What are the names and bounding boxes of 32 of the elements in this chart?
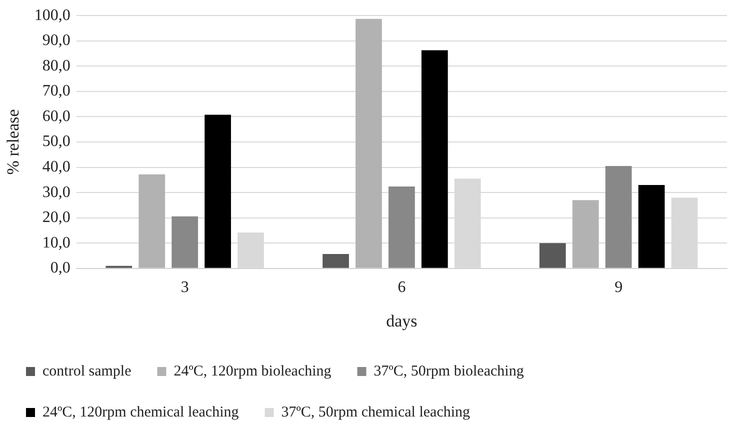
bar	[539, 243, 566, 268]
y-tick-label: 0,0	[50, 260, 70, 277]
y-axis-title: % release	[4, 109, 23, 175]
bar	[605, 166, 632, 268]
x-tick-label: 6	[398, 279, 406, 296]
bar	[138, 174, 166, 268]
legend-label: control sample	[42, 363, 132, 380]
y-tick-label: 80,0	[42, 57, 70, 74]
bar	[322, 254, 349, 268]
x-tick-label: 3	[180, 279, 189, 296]
legend-label: 24ºC, 120rpm bioleaching	[174, 363, 332, 380]
y-tick-label: 40,0	[42, 158, 70, 176]
y-tick-label: 30,0	[42, 184, 70, 201]
x-axis-title: days	[386, 311, 418, 330]
y-tick-label: 70,0	[42, 82, 70, 100]
legend-label: 37ºC, 50rpm bioleaching	[374, 363, 524, 380]
bar	[356, 18, 382, 268]
legend-label: 24ºC, 120rpm chemical leaching	[42, 404, 240, 420]
legend-label: 37ºC, 50rpm chemical leaching	[281, 404, 471, 420]
y-tick-label: 90,0	[42, 32, 70, 50]
x-tick-label: 9	[614, 279, 623, 296]
y-tick-label: 60,0	[42, 108, 70, 125]
y-tick-label: 10,0	[42, 234, 70, 252]
y-tick-label: 100,0	[34, 6, 70, 24]
y-tick-label: 20,0	[42, 209, 70, 226]
bar	[388, 186, 415, 268]
bar	[204, 114, 231, 268]
bar	[172, 216, 198, 268]
y-tick-label: 50,0	[42, 133, 70, 150]
bar	[572, 200, 599, 268]
bar	[421, 50, 448, 268]
bar	[638, 184, 665, 268]
